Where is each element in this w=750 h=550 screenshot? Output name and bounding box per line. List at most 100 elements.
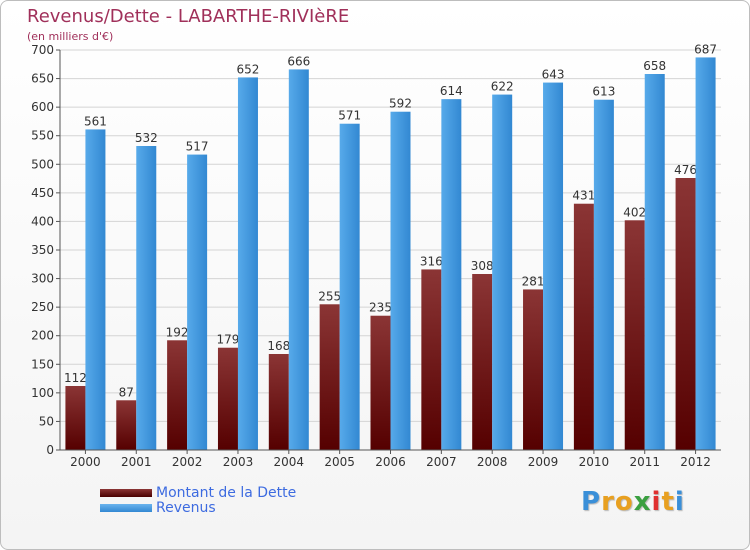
bar-revenus <box>593 99 614 450</box>
x-tick-label: 2011 <box>629 455 660 469</box>
data-label: 316 <box>420 254 443 268</box>
bar-dette <box>167 340 188 450</box>
x-tick-label: 2002 <box>172 455 203 469</box>
data-label: 571 <box>338 109 361 123</box>
y-tick-label: 350 <box>31 243 54 257</box>
y-tick-label: 200 <box>31 329 54 343</box>
bar-revenus <box>339 123 360 450</box>
bar-dette <box>523 289 544 450</box>
data-label: 87 <box>119 385 134 399</box>
y-tick-label: 50 <box>39 414 54 428</box>
bar-dette <box>65 386 86 450</box>
bar-revenus <box>187 154 208 451</box>
legend-item-dette: Montant de la Dette <box>100 484 297 501</box>
proxiti-logo: Proxiti <box>581 487 685 517</box>
data-label: 658 <box>643 59 666 73</box>
x-tick-label: 2008 <box>477 455 508 469</box>
y-tick-label: 250 <box>31 300 54 314</box>
bar-revenus <box>85 129 106 450</box>
y-tick-label: 300 <box>31 272 54 286</box>
data-label: 622 <box>491 80 514 94</box>
legend-label-dette: Montant de la Dette <box>156 484 297 501</box>
y-tick-label: 150 <box>31 357 54 371</box>
bar-revenus <box>644 74 665 450</box>
y-axis: 0 50 100 150 200 250 300 350 400 450 500 550 600 650 7… <box>31 43 61 457</box>
data-label: 561 <box>84 114 107 128</box>
x-tick-label: 2006 <box>375 455 406 469</box>
data-label: 476 <box>674 163 697 177</box>
bar-dette <box>573 203 594 450</box>
x-tick-label: 2001 <box>121 455 152 469</box>
bar-revenus <box>237 77 258 450</box>
x-tick-label: 2010 <box>579 455 610 469</box>
data-label: 281 <box>522 274 545 288</box>
legend-item-revenus: Revenus <box>100 499 296 516</box>
data-label: 112 <box>64 371 87 385</box>
logo-letter: t <box>661 487 675 517</box>
y-tick-label: 600 <box>31 100 54 114</box>
chart-title: Revenus/Dette - LABARTHE-RIVIèRE <box>27 6 350 27</box>
data-label: 666 <box>287 54 310 68</box>
bar-dette <box>421 269 442 450</box>
data-label: 235 <box>369 301 392 315</box>
x-tick-label: 2005 <box>324 455 355 469</box>
y-tick-label: 100 <box>31 386 54 400</box>
x-tick-label: 2004 <box>274 455 305 469</box>
data-label: 532 <box>135 131 158 145</box>
bar-revenus <box>695 57 716 451</box>
bar-dette <box>268 354 289 450</box>
data-label: 652 <box>237 62 260 76</box>
bar-revenus <box>492 94 513 451</box>
logo-letter: i <box>674 487 685 517</box>
y-tick-label: 400 <box>31 214 54 228</box>
y-tick-label: 650 <box>31 72 54 86</box>
bar-revenus <box>288 69 309 450</box>
data-label: 517 <box>186 140 209 154</box>
data-label: 431 <box>572 189 595 203</box>
bar-dette <box>217 347 238 450</box>
y-tick-label: 550 <box>31 129 54 143</box>
data-label: 643 <box>542 68 565 82</box>
data-label: 613 <box>592 85 615 99</box>
y-tick-label: 700 <box>31 43 54 57</box>
y-tick-label: 0 <box>46 443 54 457</box>
x-axis: 2000 2001 2002 2003 2004 2005 2006 2007 2008 2009… <box>60 449 721 469</box>
bars: 112 561 87 532 192 517 179 652 168 666 255 571 235 59… <box>64 42 717 451</box>
bar-dette <box>624 220 645 450</box>
bar-revenus <box>390 111 411 450</box>
data-label: 308 <box>471 259 494 273</box>
y-tick-label: 500 <box>31 157 54 171</box>
data-label: 614 <box>440 84 463 98</box>
x-tick-label: 2000 <box>70 455 101 469</box>
logo-letter: r <box>601 487 615 517</box>
data-label: 402 <box>623 205 646 219</box>
x-tick-label: 2012 <box>680 455 711 469</box>
logo-letter: P <box>581 487 602 517</box>
data-label: 168 <box>267 339 290 353</box>
logo-letter: i <box>651 487 662 517</box>
bar-revenus <box>136 146 157 450</box>
bar-dette <box>116 400 137 450</box>
data-label: 179 <box>217 333 240 347</box>
bar-revenus <box>441 99 462 451</box>
data-label: 192 <box>166 325 189 339</box>
logo-letter: x <box>633 487 652 517</box>
chart-subtitle: (en milliers d'€) <box>27 30 114 43</box>
bar-dette <box>675 178 696 450</box>
x-tick-label: 2007 <box>426 455 457 469</box>
bar-dette <box>472 274 493 450</box>
bar-dette <box>319 304 340 450</box>
y-tick-label: 450 <box>31 186 54 200</box>
legend-swatch-revenus <box>100 503 152 512</box>
x-tick-label: 2009 <box>528 455 559 469</box>
bar-revenus <box>543 82 564 451</box>
data-label: 687 <box>694 42 717 56</box>
data-label: 255 <box>318 289 341 303</box>
legend-label-revenus: Revenus <box>156 499 216 516</box>
x-tick-label: 2003 <box>223 455 254 469</box>
logo-letter: o <box>614 487 634 517</box>
legend-swatch-dette <box>100 488 152 497</box>
bar-dette <box>370 315 391 450</box>
legend: Montant de la Dette Revenus <box>100 484 297 516</box>
